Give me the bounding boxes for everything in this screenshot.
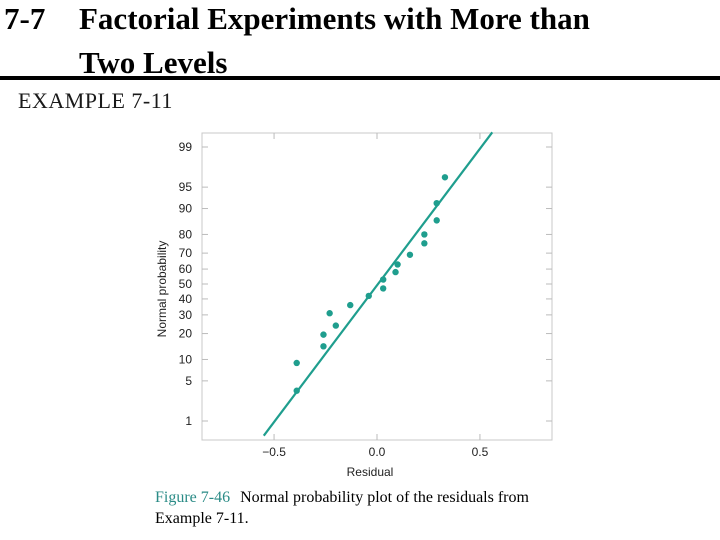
residual-point — [293, 359, 300, 367]
residual-point — [406, 251, 414, 258]
residual-point — [421, 231, 428, 238]
y-tick-label: 20 — [179, 327, 193, 341]
y-tick-label: 80 — [179, 227, 193, 241]
y-tick-label: 70 — [179, 246, 193, 260]
residual-point — [320, 343, 327, 350]
x-tick-label: 0.5 — [472, 445, 489, 459]
residual-point — [433, 217, 440, 224]
residual-point — [433, 199, 440, 207]
example-heading: EXAMPLE 7-11 — [18, 88, 173, 113]
residual-point — [332, 322, 340, 329]
y-tick-label: 50 — [179, 277, 193, 291]
plot-marks — [262, 131, 494, 437]
residual-point — [379, 276, 387, 283]
y-tick-label: 95 — [179, 180, 193, 194]
residual-point — [421, 240, 428, 247]
y-tick-label: 40 — [179, 292, 193, 306]
residual-point — [326, 310, 333, 317]
residual-point — [394, 261, 401, 268]
y-tick-label: 30 — [179, 308, 193, 322]
section-number: 7-7 — [4, 1, 46, 36]
x-tick-label: 0.0 — [369, 445, 386, 459]
x-tick-label: −0.5 — [262, 445, 286, 459]
residual-point — [365, 292, 372, 300]
x-axis: −0.5 0.0 0.5 — [262, 133, 489, 459]
title-divider — [0, 76, 720, 80]
y-tick-label: 90 — [179, 202, 193, 216]
figure-label: Figure 7-46 — [155, 489, 231, 506]
fitted-line — [262, 131, 494, 437]
y-tick-label: 5 — [185, 374, 192, 388]
residual-point — [320, 331, 327, 338]
title-line-2: Two Levels — [79, 45, 228, 80]
residual-point — [293, 387, 300, 394]
figure-caption: Figure 7-46 Normal probability plot of th… — [155, 487, 575, 529]
residual-point — [441, 174, 449, 181]
y-tick-label: 1 — [185, 414, 192, 428]
title-line-1: Factorial Experiments with More than — [79, 1, 590, 36]
residual-point — [347, 301, 354, 309]
residual-point — [379, 285, 387, 292]
y-tick-label: 10 — [179, 352, 193, 366]
y-axis-label: Normal probability — [155, 241, 169, 338]
figure-caption-text: Normal probability plot of the residuals… — [155, 489, 529, 527]
y-tick-label: 99 — [179, 140, 193, 154]
x-axis-label: Residual — [347, 465, 394, 479]
y-tick-label: 60 — [179, 262, 193, 276]
residual-point — [392, 268, 399, 276]
